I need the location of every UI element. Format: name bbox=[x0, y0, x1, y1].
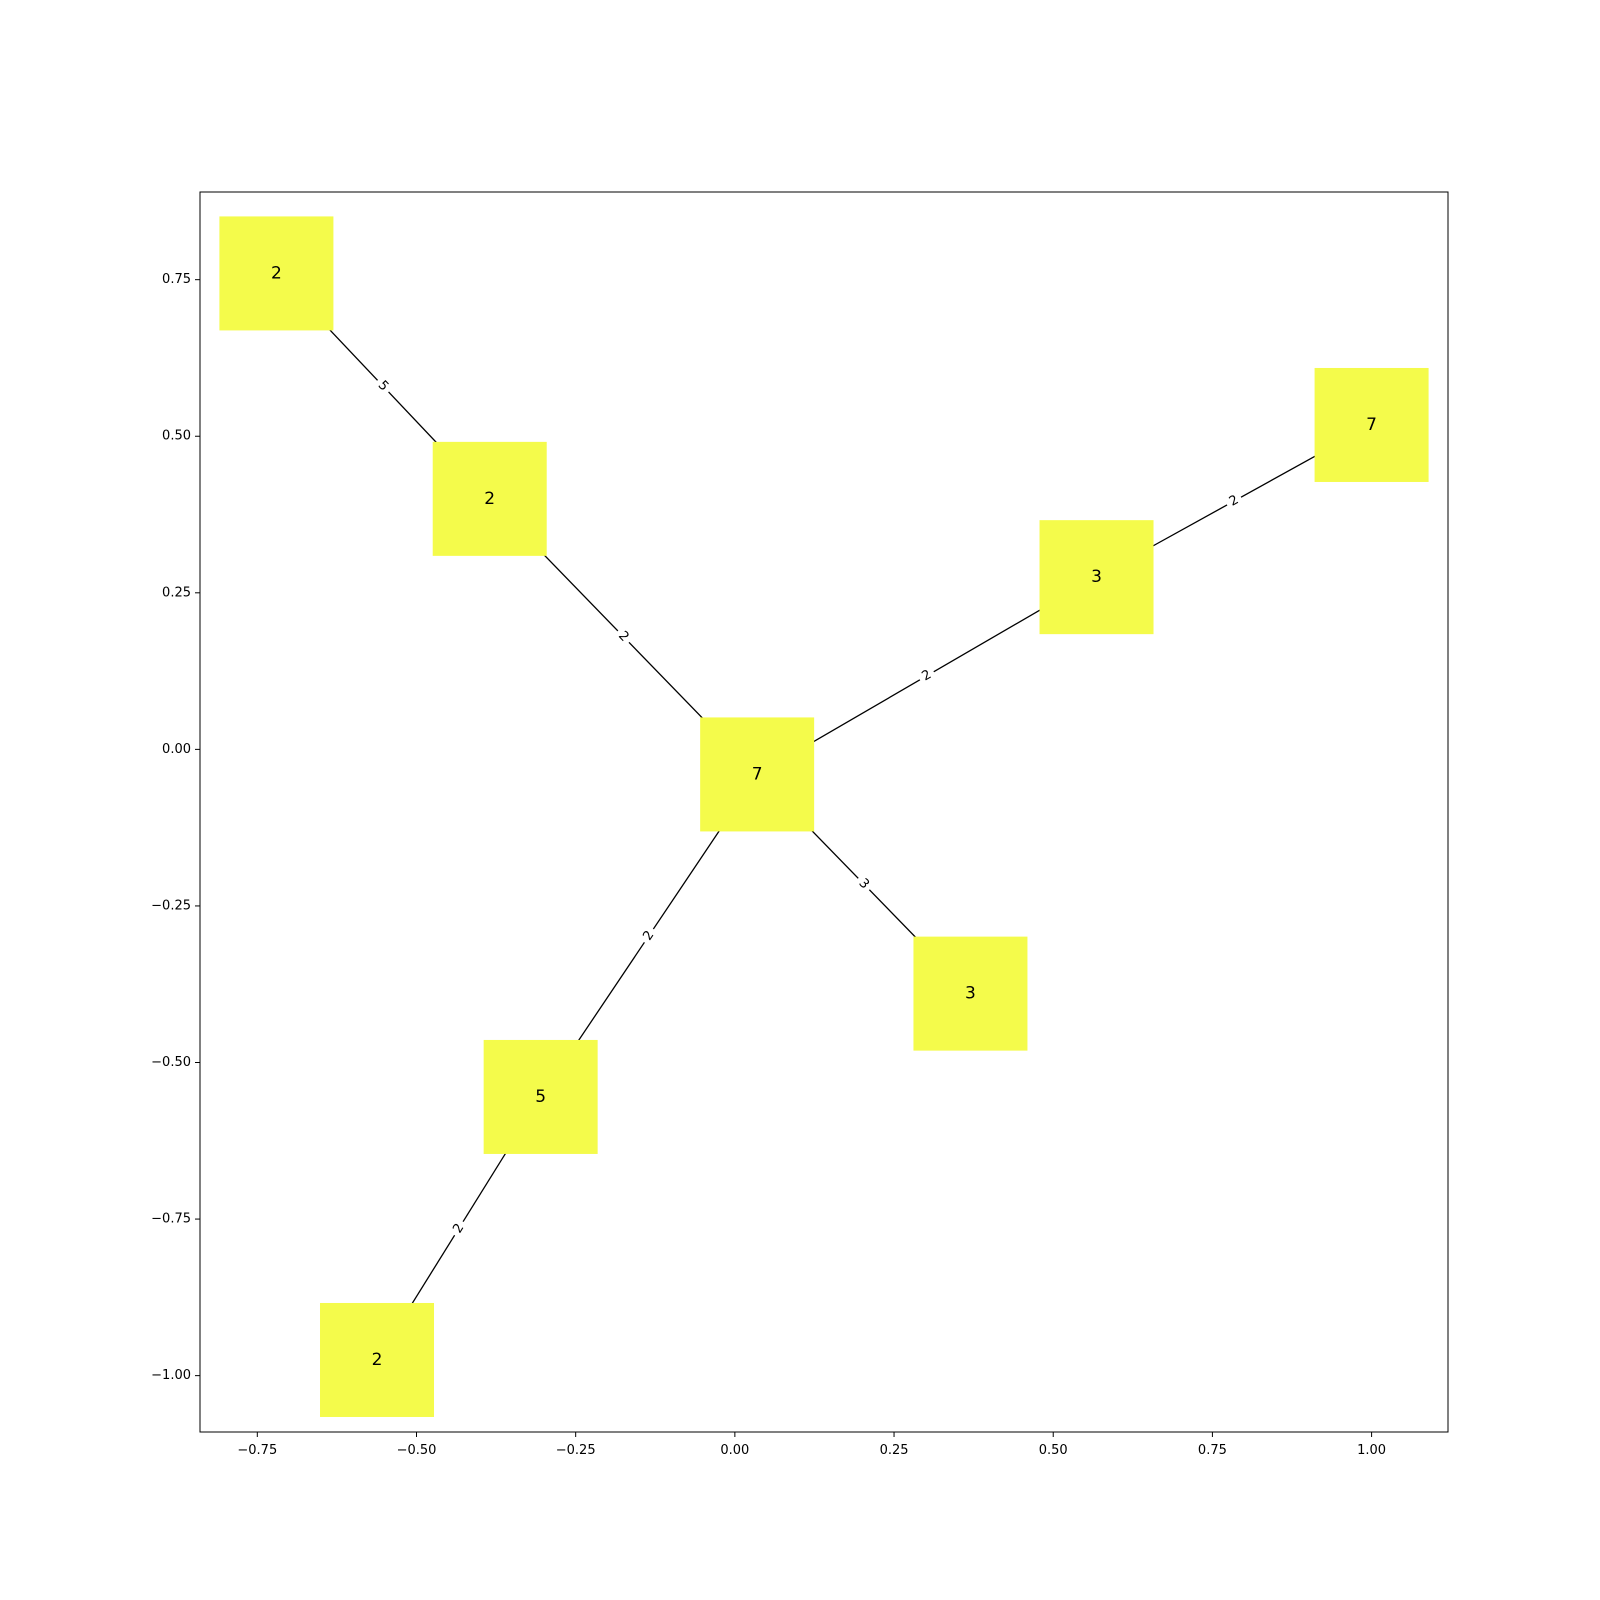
x-tick-label: 0.00 bbox=[720, 1443, 749, 1458]
edge-label-bg bbox=[611, 624, 636, 649]
node-label: 7 bbox=[752, 764, 763, 784]
y-tick-label: 0.75 bbox=[162, 272, 191, 287]
y-tick-label: −1.00 bbox=[151, 1368, 191, 1383]
node-label: 3 bbox=[1091, 567, 1102, 587]
edge-label-bg bbox=[915, 663, 939, 688]
node-label: 5 bbox=[535, 1087, 546, 1107]
edge-label-3: 2 bbox=[1222, 489, 1246, 513]
node-box bbox=[700, 717, 815, 832]
edge-label-bg bbox=[636, 924, 661, 948]
edge-label-bg bbox=[446, 1216, 471, 1241]
edge-label-2: 2 bbox=[915, 663, 939, 688]
y-tick-label: 0.00 bbox=[162, 742, 191, 757]
edge-label-5: 2 bbox=[636, 924, 661, 948]
node-label: 2 bbox=[484, 489, 495, 509]
node-label: 7 bbox=[1366, 415, 1377, 435]
y-tick-label: −0.25 bbox=[151, 898, 191, 913]
edge-label-4: 3 bbox=[851, 872, 876, 897]
plot-frame bbox=[199, 191, 1449, 1433]
edge-label-bg bbox=[371, 374, 396, 399]
node-box bbox=[432, 441, 547, 556]
x-tick-label: 0.75 bbox=[1198, 1443, 1227, 1458]
node-d: 3 bbox=[1039, 520, 1154, 635]
edge-label-1: 2 bbox=[611, 624, 636, 649]
x-tick-label: −0.25 bbox=[556, 1443, 596, 1458]
node-box bbox=[1039, 520, 1154, 635]
edge-label-0: 5 bbox=[371, 374, 396, 399]
node-b: 2 bbox=[432, 441, 547, 556]
node-box bbox=[483, 1039, 598, 1154]
node-f: 3 bbox=[913, 936, 1028, 1051]
node-g: 5 bbox=[483, 1039, 598, 1154]
edge-label-6: 2 bbox=[446, 1216, 471, 1241]
node-box bbox=[320, 1302, 435, 1417]
y-tick-label: −0.50 bbox=[151, 1055, 191, 1070]
y-tick-label: 0.25 bbox=[162, 585, 191, 600]
y-axis: 0.75 0.50 0.25 0.00 −0.25 −0.50 −0.75 −1.00 bbox=[151, 272, 200, 1383]
node-c: 7 bbox=[700, 717, 815, 832]
node-e: 7 bbox=[1314, 367, 1429, 482]
node-a: 2 bbox=[219, 216, 334, 331]
node-label: 2 bbox=[271, 263, 282, 283]
edge-labels-layer: 5 2 2 2 3 2 2 bbox=[371, 374, 1246, 1241]
x-tick-label: 1.00 bbox=[1357, 1443, 1386, 1458]
edge-label-bg bbox=[851, 872, 876, 897]
x-tick-label: 0.25 bbox=[880, 1443, 909, 1458]
node-box bbox=[1314, 367, 1429, 482]
node-box bbox=[219, 216, 334, 331]
y-tick-label: −0.75 bbox=[151, 1212, 191, 1227]
x-tick-label: −0.50 bbox=[397, 1443, 437, 1458]
node-h: 2 bbox=[320, 1302, 435, 1417]
x-tick-label: 0.50 bbox=[1039, 1443, 1068, 1458]
node-label: 2 bbox=[372, 1350, 383, 1370]
x-tick-label: −0.75 bbox=[237, 1443, 277, 1458]
edge-label-bg bbox=[1222, 489, 1246, 513]
node-box bbox=[913, 936, 1028, 1051]
node-label: 3 bbox=[965, 984, 976, 1004]
x-axis: −0.75 −0.50 −0.25 0.00 0.25 0.50 0.75 1.00 bbox=[237, 1432, 1386, 1458]
nodes-layer: 2 2 7 3 7 3 5 2 bbox=[219, 216, 1429, 1417]
y-tick-label: 0.50 bbox=[162, 429, 191, 444]
